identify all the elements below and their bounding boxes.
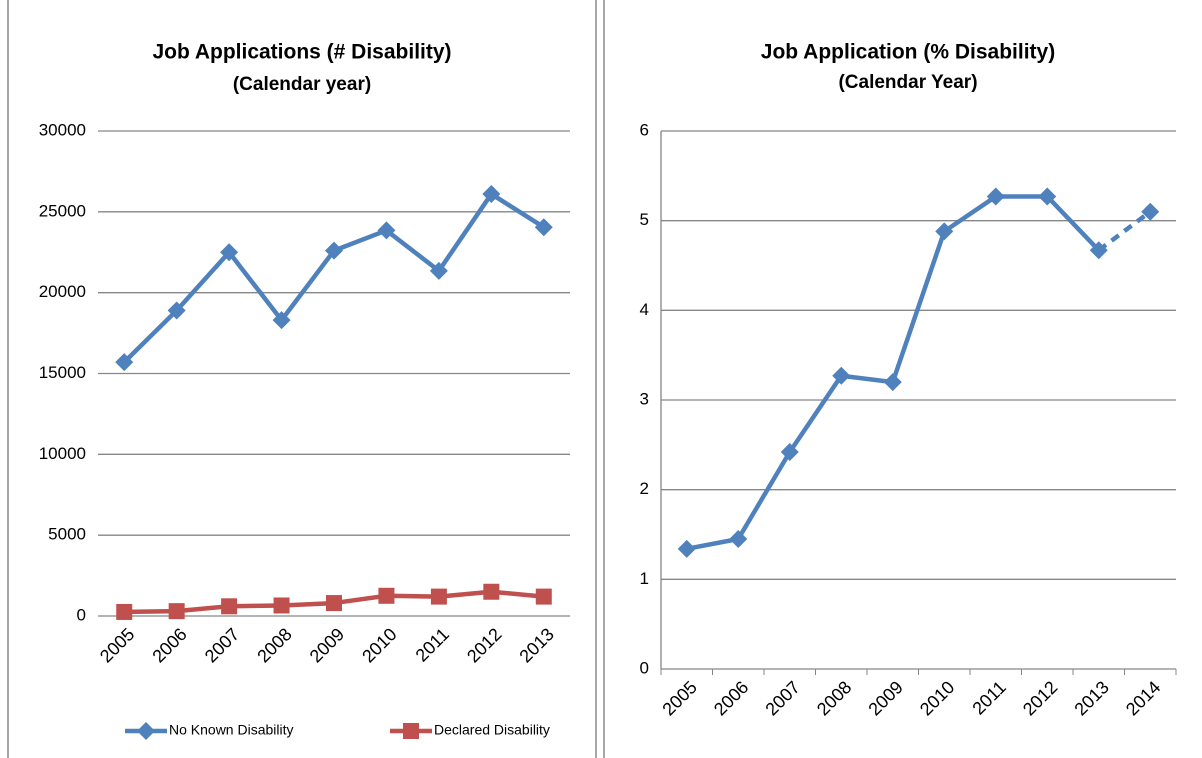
marker (168, 603, 185, 620)
marker (220, 243, 239, 262)
chart-title: Job Applications (# Disability) (152, 41, 451, 64)
marker (935, 222, 954, 241)
chart-title: Job Application (% Disability) (761, 41, 1055, 64)
y-tick-label: 5000 (48, 525, 86, 544)
y-tick-label: 10000 (39, 444, 86, 463)
y-tick-label: 1 (640, 569, 649, 588)
marker (1038, 187, 1057, 206)
marker (986, 187, 1005, 206)
marker (883, 373, 902, 392)
y-tick-label: 25000 (39, 201, 86, 220)
y-tick-label: 2 (640, 479, 649, 498)
marker (137, 722, 155, 740)
marker (377, 221, 396, 240)
y-tick-label: 20000 (39, 282, 86, 301)
marker (535, 588, 552, 605)
y-tick-label: 3 (640, 389, 649, 408)
y-tick-label: 4 (640, 300, 649, 319)
marker (729, 529, 748, 548)
marker (325, 241, 343, 260)
y-tick-label: 5 (640, 210, 649, 229)
marker (378, 587, 395, 604)
marker (482, 185, 501, 204)
marker (780, 443, 799, 462)
marker (115, 353, 134, 372)
marker (403, 723, 419, 739)
y-tick-label: 0 (640, 658, 649, 677)
marker (116, 603, 133, 620)
chart-subtitle: (Calendar year) (233, 74, 371, 95)
marker (483, 583, 500, 600)
marker (272, 311, 291, 330)
marker (273, 597, 290, 614)
chart-subtitle: (Calendar Year) (838, 72, 977, 93)
series-line (1097, 209, 1152, 253)
marker (167, 301, 186, 320)
marker (1141, 202, 1160, 221)
marker (832, 366, 851, 385)
marker (221, 598, 238, 615)
marker (326, 595, 342, 612)
marker (1089, 241, 1108, 260)
y-tick-label: 0 (77, 605, 86, 624)
marker (429, 261, 448, 280)
marker (534, 218, 553, 237)
marker (677, 539, 696, 558)
marker (430, 588, 447, 605)
y-tick-label: 6 (640, 120, 649, 139)
y-tick-label: 30000 (39, 120, 86, 139)
legend-label: Declared Disability (434, 722, 550, 738)
y-tick-label: 15000 (39, 363, 86, 382)
legend-label: No Known Disability (169, 722, 294, 738)
